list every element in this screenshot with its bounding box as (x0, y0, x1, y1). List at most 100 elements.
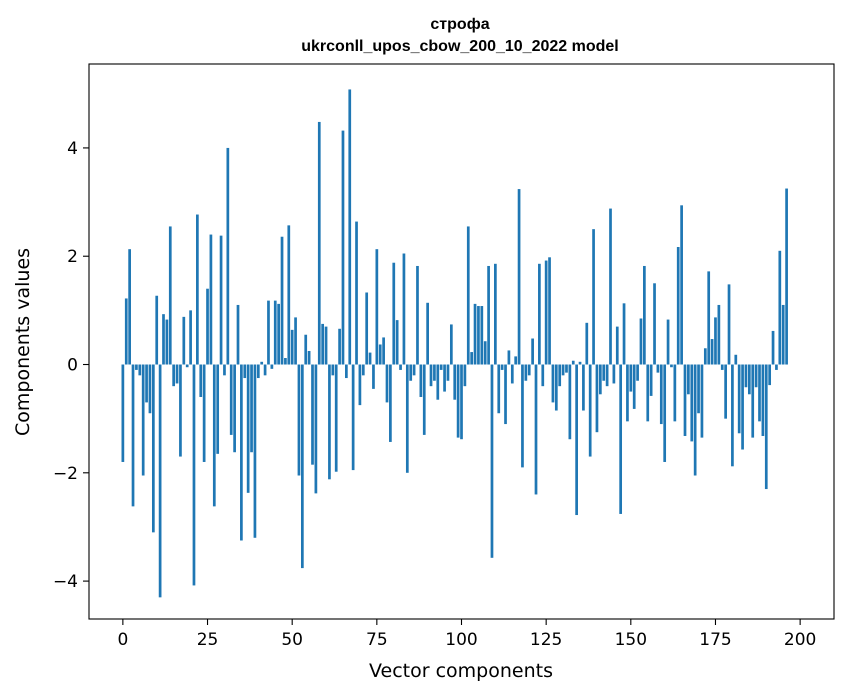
bar (538, 263, 541, 365)
bar (307, 350, 311, 365)
bar (775, 364, 778, 370)
bar (351, 364, 355, 471)
bar (697, 364, 700, 414)
bar (771, 330, 775, 365)
x-axis-ticks: 0 25 50 75 100 125 150 175 200 (117, 619, 816, 650)
bar (615, 326, 619, 365)
bar (578, 361, 582, 365)
bar (300, 364, 304, 569)
bar (636, 364, 639, 381)
bar (737, 364, 741, 434)
bar (402, 253, 406, 365)
bar (422, 364, 426, 435)
bar (554, 364, 558, 411)
x-tick-label: 75 (366, 630, 388, 650)
bar (236, 304, 240, 365)
bar (494, 263, 497, 365)
x-axis-label: Vector components (369, 660, 553, 682)
y-tick-label: 2 (67, 247, 78, 267)
x-tick-label: 150 (615, 630, 647, 650)
chart-title: строфа (430, 16, 489, 33)
bar (541, 364, 545, 387)
bar (510, 364, 514, 384)
bar (487, 265, 490, 365)
bar (328, 364, 331, 480)
bar (135, 364, 138, 370)
y-tick-label: −4 (53, 572, 78, 592)
bar (297, 364, 301, 476)
bar (710, 339, 714, 365)
bar (389, 364, 392, 442)
bar (314, 364, 318, 494)
bar (361, 364, 365, 376)
bar (690, 364, 694, 442)
bar (172, 364, 176, 387)
bar (727, 284, 731, 365)
bar (741, 364, 744, 450)
bar (223, 364, 226, 376)
bar (121, 364, 125, 462)
bar (582, 364, 585, 411)
bar (659, 364, 663, 425)
bar (128, 249, 131, 365)
bar (202, 364, 206, 462)
y-axis-label: Components values (12, 248, 34, 436)
bar (632, 364, 636, 409)
bar (673, 364, 677, 422)
bar (148, 364, 152, 414)
bar (155, 295, 159, 365)
bar (595, 364, 599, 433)
bar (216, 364, 220, 454)
bar (524, 364, 528, 381)
bar (294, 317, 297, 365)
bar (229, 364, 233, 435)
bar (412, 364, 416, 376)
bar (260, 361, 264, 365)
bar (145, 364, 148, 403)
bar (378, 344, 382, 365)
bar (162, 314, 165, 365)
bar (290, 329, 294, 365)
bars-group (121, 89, 788, 598)
bar (504, 364, 507, 425)
bar (179, 364, 182, 457)
bar (321, 323, 325, 365)
bar (707, 271, 711, 365)
x-tick-label: 175 (699, 630, 731, 650)
bar (233, 364, 236, 453)
bar (375, 249, 379, 365)
bar (653, 283, 656, 365)
bar (480, 306, 484, 365)
bar (250, 364, 253, 453)
bar (622, 303, 626, 365)
bar (392, 262, 396, 365)
bar (189, 310, 192, 365)
bar (619, 364, 623, 514)
bar (700, 364, 704, 438)
bar (521, 364, 524, 468)
bar (477, 306, 480, 365)
bar (778, 250, 782, 365)
bar (588, 364, 592, 457)
bar (372, 364, 375, 389)
bar (443, 364, 446, 392)
bar (714, 317, 717, 365)
bar (416, 265, 419, 365)
bar (311, 364, 314, 465)
x-tick-label: 0 (117, 630, 128, 650)
bar (744, 364, 748, 388)
x-tick-label: 50 (281, 630, 303, 650)
bar (602, 364, 606, 381)
bar (649, 364, 653, 396)
bar (317, 121, 321, 365)
bar (209, 234, 213, 365)
bar (175, 364, 179, 384)
bar (280, 236, 284, 365)
bar (463, 364, 467, 387)
bar (439, 364, 443, 370)
bar (219, 235, 223, 365)
bar (246, 364, 250, 493)
x-tick-label: 25 (197, 630, 219, 650)
bar (646, 364, 650, 422)
bar (395, 320, 399, 365)
